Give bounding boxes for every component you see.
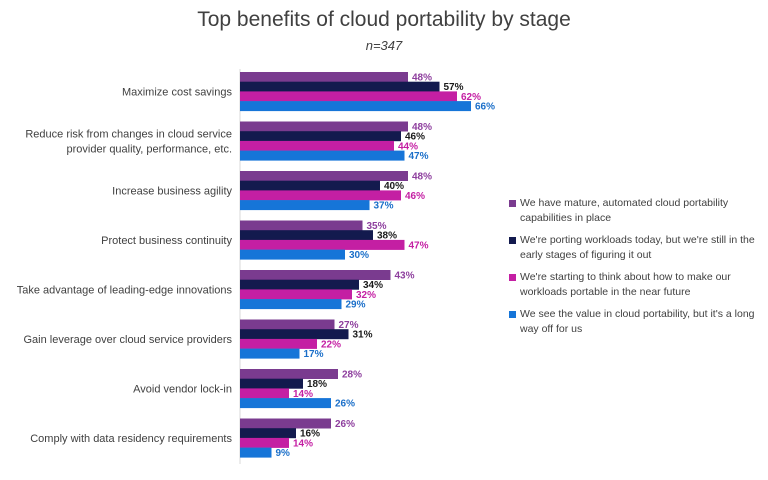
chart-title: Top benefits of cloud portability by sta…	[197, 8, 571, 31]
data-label-c5-s4: 29%	[346, 300, 366, 311]
bar-c3-s1	[240, 171, 408, 181]
bar-c8-s2	[240, 428, 296, 439]
legend-item-series-1: We have mature, automated cloud portabil…	[509, 196, 761, 226]
data-label-c6-s3: 22%	[321, 339, 341, 350]
data-label-c8-s2: 16%	[300, 429, 320, 440]
data-label-c8-s4: 9%	[276, 448, 291, 459]
bar-c7-s1	[240, 369, 338, 379]
category-label-2: Reduce risk from changes in cloud servic…	[25, 128, 232, 155]
data-label-c7-s3: 14%	[293, 389, 313, 400]
data-label-c5-s1: 43%	[395, 271, 415, 282]
data-label-c1-s3: 62%	[461, 92, 481, 103]
data-label-c2-s2: 46%	[405, 132, 425, 143]
data-label-c3-s2: 40%	[384, 181, 404, 192]
bar-c1-s4	[240, 101, 471, 112]
bar-c6-s3	[240, 338, 317, 349]
category-label-7: Avoid vendor lock-in	[133, 383, 232, 395]
data-label-c8-s1: 26%	[335, 419, 355, 430]
bar-c4-s3	[240, 239, 405, 250]
legend-swatch-1	[509, 200, 516, 207]
bar-c7-s3	[240, 388, 289, 399]
bar-c1-s1	[240, 72, 408, 82]
legend-item-series-4: We see the value in cloud portability, b…	[509, 307, 761, 337]
legend-swatch-3	[509, 274, 516, 281]
data-label-c7-s4: 26%	[335, 399, 355, 410]
data-label-c2-s3: 44%	[398, 141, 418, 152]
legend-swatch-4	[509, 311, 516, 318]
data-label-c5-s2: 34%	[363, 280, 383, 291]
bar-c2-s2	[240, 131, 401, 142]
legend-label-2: We're porting workloads today, but we're…	[520, 234, 755, 261]
bar-c5-s1	[240, 270, 391, 280]
category-label-4: Protect business continuity	[101, 235, 232, 247]
data-label-c4-s3: 47%	[409, 240, 429, 251]
legend-item-series-2: We're porting workloads today, but we're…	[509, 233, 761, 263]
bar-c1-s3	[240, 91, 457, 102]
data-label-c4-s2: 38%	[377, 231, 397, 242]
data-label-c8-s3: 14%	[293, 438, 313, 449]
bar-c5-s3	[240, 289, 352, 300]
category-label-5: Take advantage of leading-edge innovatio…	[17, 284, 233, 296]
bar-c8-s4	[240, 447, 272, 458]
legend-label-4: We see the value in cloud portability, b…	[520, 308, 755, 335]
bar-c2-s4	[240, 150, 405, 161]
bar-c3-s3	[240, 190, 401, 201]
data-label-c6-s2: 31%	[353, 330, 373, 341]
legend-label-3: We're starting to think about how to mak…	[520, 271, 731, 298]
bar-c2-s3	[240, 140, 394, 151]
data-label-c1-s2: 57%	[444, 82, 464, 93]
data-label-c6-s1: 27%	[339, 320, 359, 331]
bar-c2-s1	[240, 121, 408, 132]
bar-c5-s4	[240, 299, 342, 310]
data-label-c2-s4: 47%	[409, 151, 429, 162]
bar-c7-s2	[240, 378, 303, 389]
legend: We have mature, automated cloud portabil…	[509, 196, 761, 344]
legend-item-series-3: We're starting to think about how to mak…	[509, 270, 761, 300]
data-label-c2-s1: 48%	[412, 122, 432, 133]
data-label-c5-s3: 32%	[356, 290, 376, 301]
data-label-c4-s4: 30%	[349, 250, 369, 261]
category-label-1: Maximize cost savings	[122, 86, 233, 98]
bar-c3-s4	[240, 200, 370, 211]
bar-c6-s4	[240, 348, 300, 359]
data-label-c3-s4: 37%	[374, 201, 394, 212]
data-label-c1-s1: 48%	[412, 73, 432, 84]
bar-c4-s1	[240, 220, 363, 231]
data-label-c7-s1: 28%	[342, 370, 362, 381]
data-label-c1-s4: 66%	[475, 102, 495, 113]
bar-c6-s1	[240, 319, 335, 330]
bar-c5-s2	[240, 279, 359, 290]
data-label-c3-s3: 46%	[405, 191, 425, 202]
data-label-c4-s1: 35%	[367, 221, 387, 232]
legend-swatch-2	[509, 237, 516, 244]
data-label-c6-s4: 17%	[304, 349, 324, 360]
category-label-6: Gain leverage over cloud service provide…	[24, 334, 233, 346]
data-label-c3-s1: 48%	[412, 172, 432, 183]
bar-c4-s4	[240, 249, 345, 260]
chart-subtitle: n=347	[365, 38, 403, 53]
legend-label-1: We have mature, automated cloud portabil…	[520, 197, 729, 224]
bar-c1-s2	[240, 81, 440, 92]
bar-c8-s1	[240, 418, 331, 429]
category-label-8: Comply with data residency requirements	[30, 433, 232, 445]
category-label-3: Increase business agility	[112, 185, 232, 197]
bar-c7-s4	[240, 398, 331, 409]
data-label-c7-s2: 18%	[307, 379, 327, 390]
bar-c3-s2	[240, 180, 380, 191]
bar-c4-s2	[240, 230, 373, 241]
bar-c8-s3	[240, 437, 289, 448]
bar-c6-s2	[240, 329, 349, 340]
